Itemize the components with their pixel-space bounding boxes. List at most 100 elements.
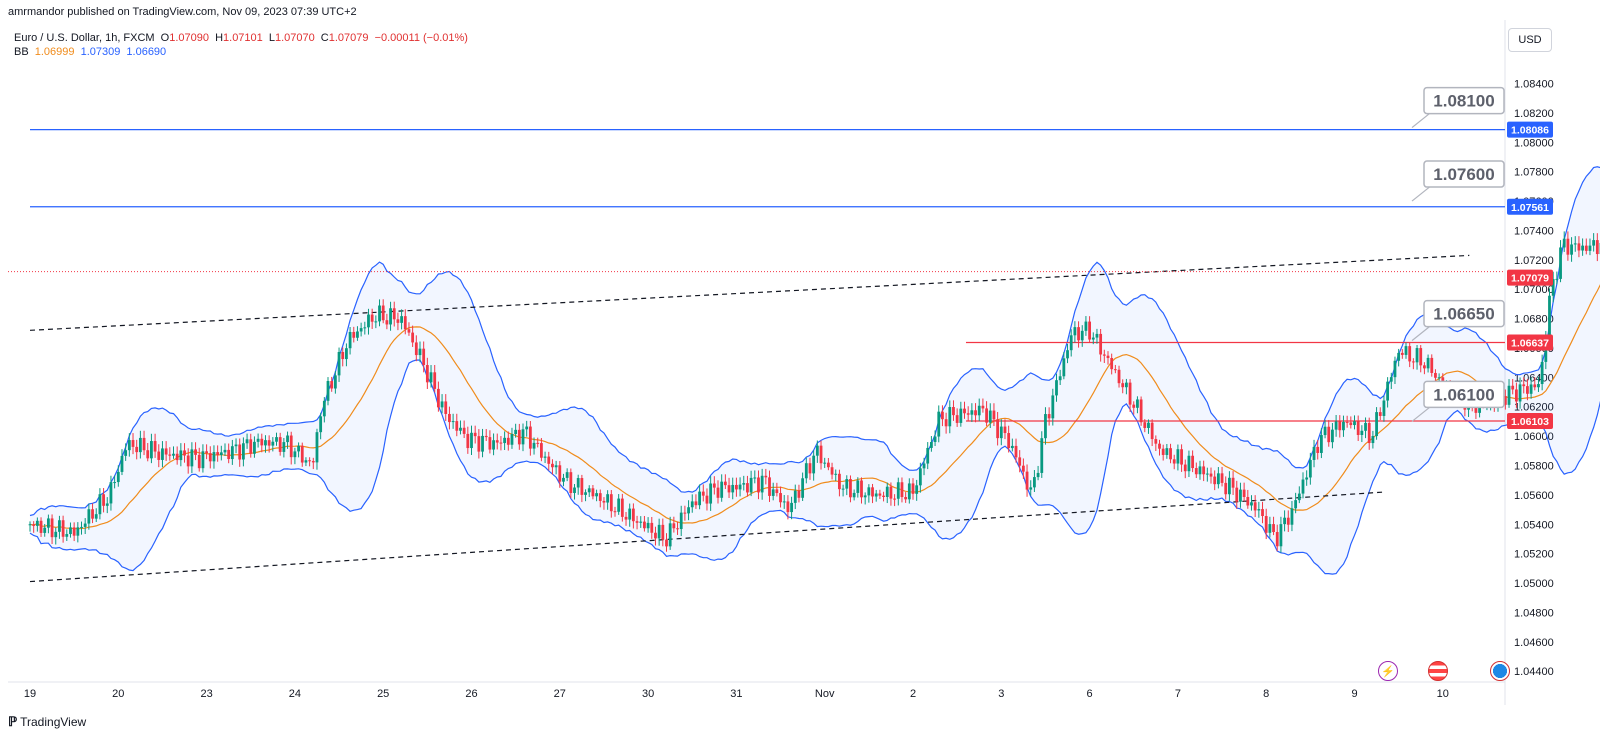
candle-body bbox=[264, 440, 267, 446]
candle-body bbox=[470, 432, 473, 449]
candle-body bbox=[819, 445, 823, 464]
candle-body bbox=[35, 520, 39, 526]
candle-body bbox=[1183, 464, 1187, 472]
candle-body bbox=[249, 439, 253, 454]
candle-body bbox=[1198, 466, 1202, 475]
candle-body bbox=[1389, 377, 1393, 382]
footer-brand[interactable]: ℙ TradingView bbox=[8, 714, 86, 730]
candle-body bbox=[918, 468, 922, 486]
candle-body bbox=[1231, 477, 1235, 488]
price-axis-marker-label: 1.07561 bbox=[1511, 202, 1549, 214]
candle-body bbox=[1007, 433, 1011, 449]
candle-body bbox=[1253, 502, 1257, 511]
price-tick-label: 1.05800 bbox=[1514, 460, 1554, 472]
candle-body bbox=[1331, 429, 1334, 443]
candle-body bbox=[554, 465, 558, 468]
candle-body bbox=[904, 497, 908, 500]
candle-body bbox=[815, 445, 819, 456]
candle-body bbox=[1526, 386, 1529, 394]
candle-body bbox=[1095, 333, 1099, 338]
candle-body bbox=[241, 443, 245, 460]
price-axis-marker-label: 1.08086 bbox=[1511, 125, 1549, 137]
candle-body bbox=[830, 467, 834, 475]
time-tick-label: 7 bbox=[1175, 688, 1181, 700]
time-tick-label: 8 bbox=[1263, 688, 1269, 700]
candle-body bbox=[952, 407, 955, 416]
candle-body bbox=[80, 526, 83, 528]
candle-body bbox=[1047, 414, 1051, 419]
candle-body bbox=[278, 437, 282, 452]
candle-body bbox=[109, 482, 113, 504]
candle-body bbox=[389, 308, 392, 325]
candle-body bbox=[701, 491, 705, 496]
candle-body bbox=[1573, 243, 1577, 245]
candle-body bbox=[1559, 247, 1562, 279]
close-label: C bbox=[320, 32, 329, 44]
candle-body bbox=[1202, 466, 1206, 475]
publisher-credit: amrmandor published on TradingView.com, … bbox=[8, 6, 357, 18]
time-tick-label: 24 bbox=[289, 688, 301, 700]
us-flag-icon[interactable] bbox=[1428, 661, 1448, 681]
candle-body bbox=[433, 372, 437, 389]
candle-body bbox=[492, 440, 495, 450]
candle-body bbox=[164, 448, 168, 455]
time-tick-label: 27 bbox=[554, 688, 566, 700]
candle-body bbox=[28, 524, 32, 526]
candle-body bbox=[1342, 421, 1345, 431]
candle-body bbox=[315, 432, 319, 463]
candle-body bbox=[142, 437, 146, 451]
candle-body bbox=[1235, 487, 1239, 502]
price-tick-label: 1.06800 bbox=[1514, 314, 1554, 326]
candle-body bbox=[1036, 472, 1040, 478]
bb-label[interactable]: BB bbox=[14, 46, 29, 58]
candle-body bbox=[1264, 516, 1268, 533]
channel-trendline bbox=[29, 254, 1470, 331]
candle-body bbox=[941, 411, 944, 420]
candle-body bbox=[536, 442, 540, 444]
candle-body bbox=[1150, 422, 1154, 440]
candle-body bbox=[1286, 517, 1290, 525]
candle-body bbox=[532, 442, 536, 449]
candle-body bbox=[1411, 361, 1415, 363]
candle-body bbox=[1242, 489, 1246, 497]
candle-body bbox=[105, 503, 109, 506]
currency-button[interactable]: USD bbox=[1508, 28, 1552, 52]
candle-body bbox=[124, 450, 128, 456]
candle-body bbox=[907, 483, 911, 500]
candle-body bbox=[1044, 414, 1047, 439]
candle-body bbox=[1073, 327, 1077, 336]
candle-body bbox=[606, 494, 610, 503]
candle-body bbox=[646, 522, 650, 529]
candle-body bbox=[39, 520, 43, 533]
candle-body bbox=[153, 441, 157, 452]
candle-body bbox=[1084, 321, 1088, 331]
symbol-label[interactable]: Euro / U.S. Dollar, 1h, FXCM bbox=[14, 32, 155, 44]
lightning-icon[interactable]: ⚡ bbox=[1378, 661, 1398, 681]
candle-body bbox=[337, 351, 341, 376]
candle-body bbox=[705, 495, 709, 504]
bb-upper-value: 1.07309 bbox=[80, 46, 121, 58]
candle-body bbox=[591, 488, 595, 497]
candle-body bbox=[267, 440, 271, 446]
callout-box bbox=[1423, 86, 1505, 115]
price-axis-marker bbox=[1507, 269, 1553, 286]
price-axis-marker-label: 1.06103 bbox=[1511, 416, 1549, 428]
candle-body bbox=[863, 495, 867, 498]
open-value: 1.07090 bbox=[169, 32, 209, 44]
candle-body bbox=[915, 485, 919, 494]
candle-body bbox=[1323, 426, 1327, 436]
candle-body bbox=[1555, 278, 1559, 280]
low-value: 1.07070 bbox=[274, 32, 315, 44]
candle-body bbox=[1345, 421, 1349, 423]
candle-body bbox=[1507, 385, 1511, 405]
candle-body bbox=[102, 494, 105, 506]
candle-body bbox=[1143, 422, 1147, 428]
candle-body bbox=[768, 477, 771, 496]
candle-body bbox=[661, 524, 665, 540]
candle-body bbox=[175, 453, 179, 461]
globe-icon[interactable] bbox=[1490, 661, 1510, 681]
candle-body bbox=[1423, 365, 1426, 369]
candle-body bbox=[65, 534, 69, 537]
callout-box bbox=[1423, 160, 1505, 188]
